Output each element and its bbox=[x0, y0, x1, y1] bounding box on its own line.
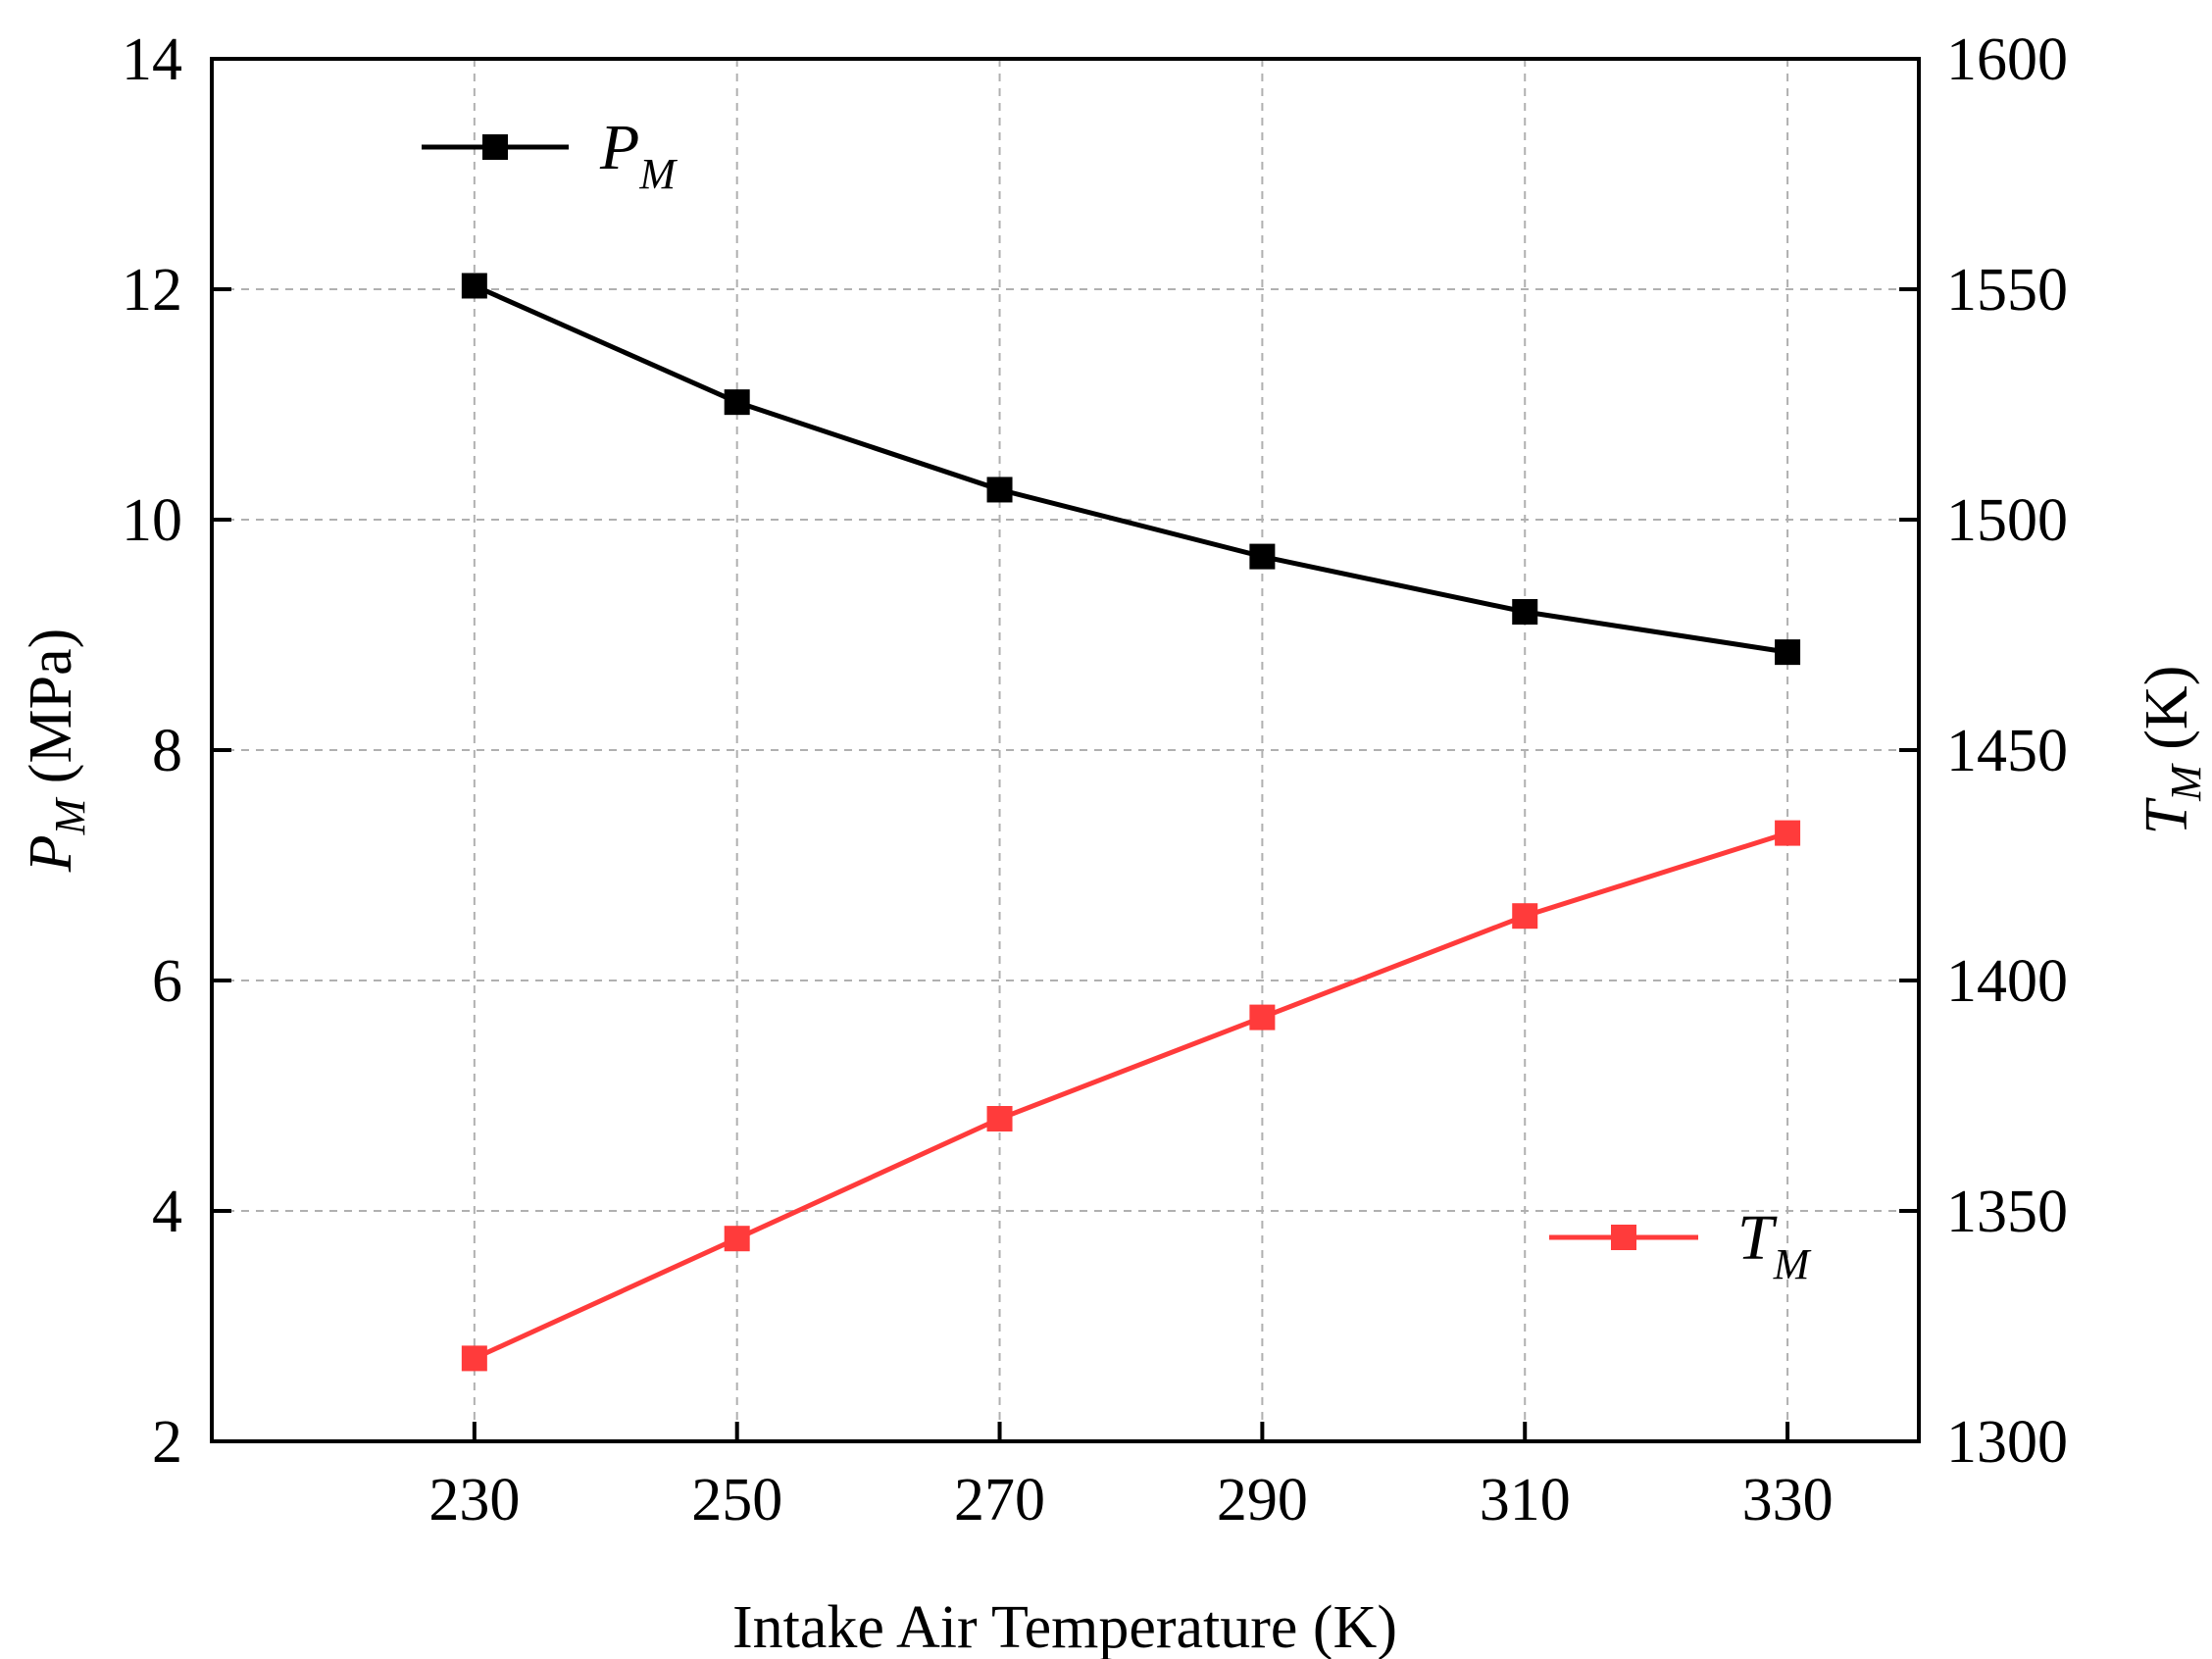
legend-pm-marker bbox=[482, 134, 508, 160]
data-point-pm bbox=[1512, 599, 1538, 625]
y-left-tick-label: 6 bbox=[152, 948, 182, 1015]
legend-tm-marker bbox=[1611, 1225, 1636, 1250]
y-right-tick-label: 1550 bbox=[1946, 257, 2068, 324]
data-point-pm bbox=[1775, 639, 1801, 666]
data-point-pm bbox=[724, 389, 750, 416]
y-right-title-sub: M bbox=[2162, 763, 2210, 802]
series-line-pm bbox=[473, 283, 1788, 655]
data-point-pm bbox=[986, 477, 1013, 503]
y-left-tick-label: 10 bbox=[122, 487, 182, 554]
legend-tm-label: TM bbox=[1737, 1202, 1812, 1288]
plot-series bbox=[461, 273, 1801, 1372]
x-tick-label: 290 bbox=[1217, 1467, 1308, 1533]
data-point-tm bbox=[461, 1345, 487, 1372]
x-tick-label: 230 bbox=[428, 1467, 520, 1533]
y-right-tick-label: 1600 bbox=[1946, 26, 2068, 93]
legend-pm-sub: M bbox=[638, 150, 678, 198]
y-left-tick-label: 12 bbox=[122, 257, 182, 324]
legend-pm-main: P bbox=[599, 112, 639, 183]
x-tick-label: 310 bbox=[1480, 1467, 1571, 1533]
y-left-tick-label: 8 bbox=[152, 718, 182, 784]
y-right-axis-title: TM (K) bbox=[2134, 666, 2210, 835]
y-right-title-unit: (K) bbox=[2134, 666, 2200, 766]
grid bbox=[212, 58, 1919, 1442]
legend-tm-sub: M bbox=[1773, 1240, 1812, 1288]
legend-tm-main: T bbox=[1737, 1202, 1778, 1274]
data-point-pm bbox=[461, 273, 487, 299]
y-left-tick-label: 14 bbox=[122, 26, 182, 93]
y-right-title-main: T bbox=[2134, 796, 2200, 834]
legend-tm: TM bbox=[1549, 1202, 1812, 1288]
y-left-axis-title: PM (MPa) bbox=[18, 628, 94, 873]
y-left-title-unit: (MPa) bbox=[18, 628, 84, 799]
axis-tick-labels: 230 250 270 290 310 330 2 4 6 8 10 12 14 1300 1350 1400… bbox=[122, 26, 2068, 1533]
y-right-tick-label: 1350 bbox=[1946, 1179, 2068, 1245]
axis-ticks bbox=[212, 57, 1919, 1443]
y-left-title-sub: M bbox=[46, 796, 94, 835]
x-tick-label: 330 bbox=[1742, 1467, 1834, 1533]
data-point-pm bbox=[1249, 543, 1276, 570]
y-right-tick-label: 1400 bbox=[1946, 948, 2068, 1015]
data-point-tm bbox=[1249, 1004, 1276, 1031]
x-tick-label: 270 bbox=[954, 1467, 1045, 1533]
y-left-title-main: P bbox=[18, 834, 84, 873]
data-point-tm bbox=[986, 1106, 1013, 1131]
y-right-tick-label: 1500 bbox=[1946, 487, 2068, 554]
data-point-tm bbox=[724, 1226, 750, 1252]
x-tick-label: 250 bbox=[691, 1467, 782, 1533]
x-axis-title: Intake Air Temperature (K) bbox=[732, 1594, 1397, 1659]
y-left-tick-label: 4 bbox=[152, 1179, 182, 1245]
series-line-tm bbox=[473, 830, 1788, 1361]
y-left-tick-label: 2 bbox=[152, 1409, 182, 1476]
legend-pm-label: PM bbox=[599, 112, 678, 198]
y-right-tick-label: 1300 bbox=[1946, 1409, 2068, 1476]
y-right-tick-label: 1450 bbox=[1946, 718, 2068, 784]
legend-pm: PM bbox=[422, 112, 678, 198]
data-point-tm bbox=[1775, 820, 1801, 846]
data-point-tm bbox=[1512, 903, 1538, 930]
